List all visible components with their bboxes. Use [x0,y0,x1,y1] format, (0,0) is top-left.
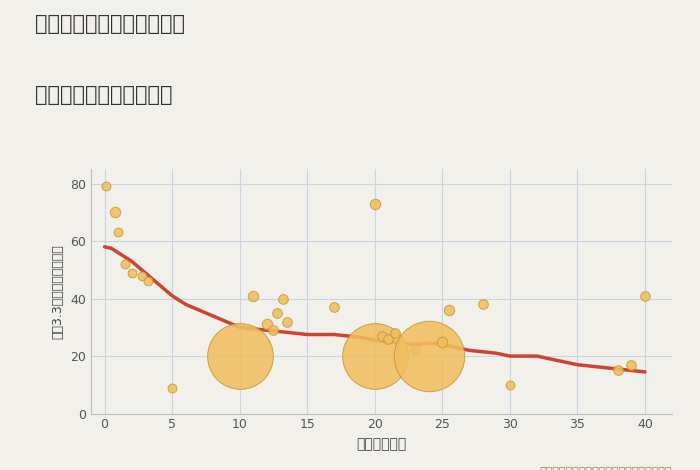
Text: 三重県松阪市飯高町作滝の: 三重県松阪市飯高町作滝の [35,14,185,34]
Point [119,260,130,268]
Y-axis label: 坪（3.3㎡）単価（万円）: 坪（3.3㎡）単価（万円） [52,244,64,339]
Point [110,209,121,216]
Point [142,278,153,285]
Point [113,229,124,236]
Point [328,304,339,311]
Point [639,292,650,299]
Point [248,292,259,299]
Point [612,367,624,374]
Point [268,327,279,334]
Point [444,306,455,314]
Point [136,272,148,279]
Point [383,335,394,343]
Point [389,329,400,337]
Point [100,183,111,190]
Text: 築年数別中古戸建て価格: 築年数別中古戸建て価格 [35,85,172,105]
Point [437,338,448,345]
Point [396,344,407,351]
Point [369,352,380,360]
Point [376,332,387,340]
Text: 円の大きさは、取引のあった物件面積を示す: 円の大きさは、取引のあった物件面積を示す [540,467,672,470]
Point [424,352,435,360]
Point [167,384,178,392]
Point [410,346,421,354]
X-axis label: 築年数（年）: 築年数（年） [356,437,407,451]
Point [277,295,288,302]
Point [626,361,637,368]
Point [369,200,380,207]
Point [272,309,283,317]
Point [234,352,245,360]
Point [504,381,515,389]
Point [126,269,137,276]
Point [477,301,489,308]
Point [261,321,272,328]
Point [281,318,293,325]
